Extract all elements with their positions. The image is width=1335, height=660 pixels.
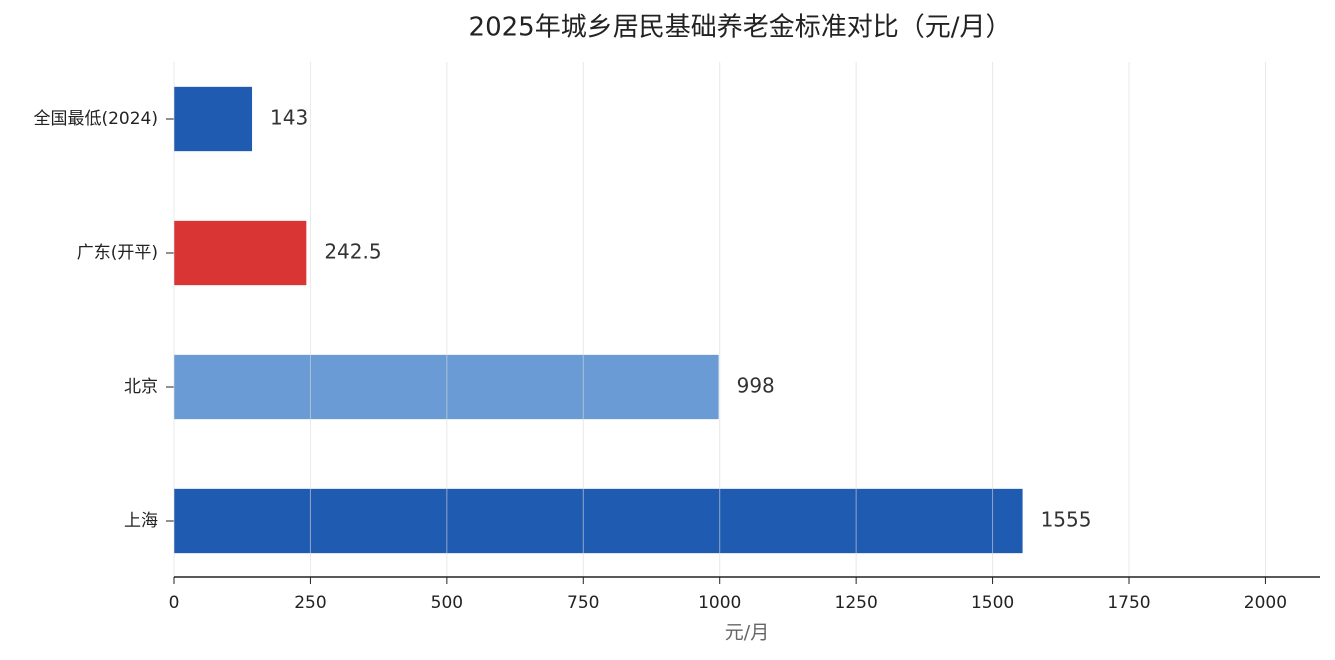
x-tick-label: 250 <box>294 593 326 613</box>
bar <box>174 86 253 152</box>
y-tick-label: 全国最低(2024) <box>33 109 158 129</box>
bar <box>174 220 307 286</box>
y-tick-label: 广东(开平) <box>77 243 158 263</box>
x-tick-label: 500 <box>431 593 463 613</box>
x-tick-label: 1250 <box>835 593 878 613</box>
y-tick-label: 北京 <box>124 377 158 397</box>
value-label: 143 <box>270 106 308 130</box>
bar <box>174 488 1023 554</box>
x-tick-label: 1500 <box>971 593 1014 613</box>
x-tick-label: 1000 <box>698 593 741 613</box>
value-label: 998 <box>737 374 775 398</box>
x-tick-label: 750 <box>567 593 599 613</box>
value-label: 242.5 <box>324 240 381 264</box>
x-tick-label: 1750 <box>1107 593 1150 613</box>
chart-title: 2025年城乡居民基础养老金标准对比（元/月） <box>469 13 1012 43</box>
x-tick-label: 0 <box>169 593 180 613</box>
x-tick-label: 2000 <box>1244 593 1287 613</box>
bar <box>174 354 719 420</box>
x-axis-label: 元/月 <box>725 622 769 644</box>
y-tick-label: 上海 <box>124 511 158 531</box>
value-label: 1555 <box>1041 508 1092 532</box>
